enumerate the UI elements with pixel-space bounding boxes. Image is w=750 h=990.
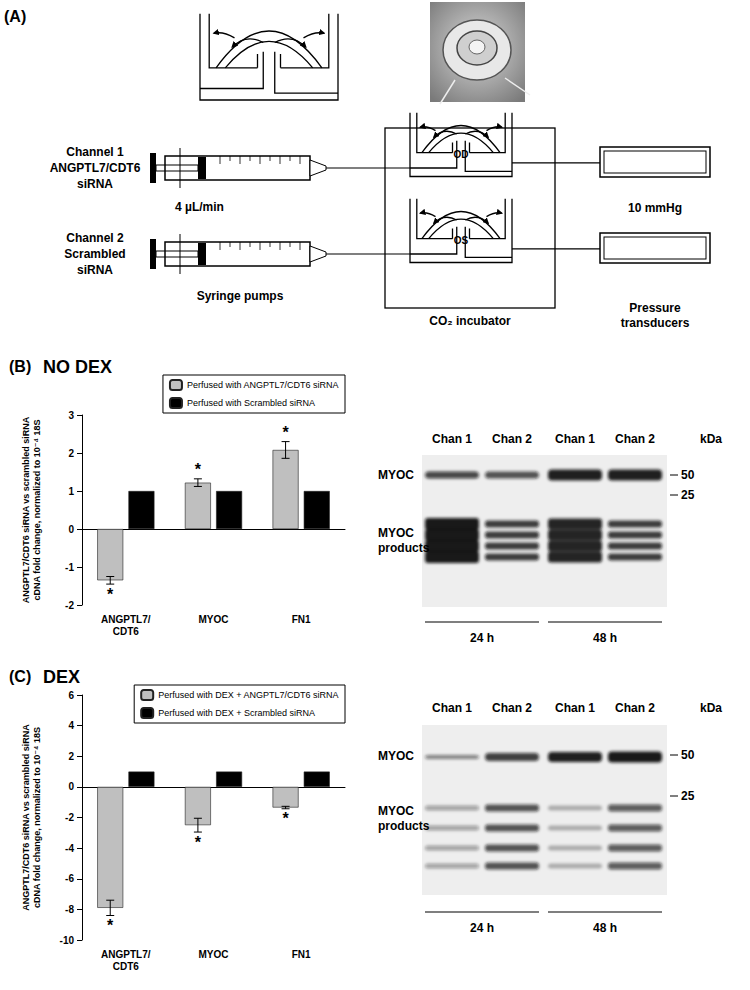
svg-text:*: *	[282, 810, 289, 827]
svg-text:MYOC: MYOC	[378, 749, 414, 763]
svg-text:24 h: 24 h	[470, 921, 494, 935]
svg-text:-2: -2	[65, 600, 74, 611]
svg-text:Perfused with Scrambled siRNA: Perfused with Scrambled siRNA	[187, 398, 315, 408]
svg-text:*: *	[195, 834, 202, 851]
svg-text:10 mmHg: 10 mmHg	[628, 201, 682, 215]
svg-text:kDa: kDa	[700, 432, 722, 446]
svg-text:0: 0	[68, 524, 74, 535]
svg-text:transducers: transducers	[621, 316, 690, 330]
svg-text:25: 25	[681, 488, 695, 502]
svg-text:Chan 1: Chan 1	[555, 701, 595, 715]
svg-text:48 h: 48 h	[593, 921, 617, 935]
svg-text:CDT6: CDT6	[113, 626, 140, 637]
svg-text:(B): (B)	[9, 358, 31, 375]
svg-text:Pressure: Pressure	[629, 301, 681, 315]
svg-text:CO₂ incubator: CO₂ incubator	[429, 314, 511, 328]
svg-text:Perfused with DEX + ANGPTL7/CD: Perfused with DEX + ANGPTL7/CDT6 siRNA	[158, 690, 338, 700]
svg-text:2: 2	[68, 751, 74, 762]
svg-text:ANGPTL7/CDT6: ANGPTL7/CDT6	[50, 161, 141, 175]
svg-text:Chan 1: Chan 1	[555, 432, 595, 446]
svg-text:Syringe pumps: Syringe pumps	[197, 289, 284, 303]
svg-text:cDNA fold change, normalized t: cDNA fold change, normalized to 10⁻⁴ 18S	[32, 420, 42, 601]
svg-text:ANGPTL7/: ANGPTL7/	[101, 949, 151, 960]
svg-text:MYOC: MYOC	[199, 949, 229, 960]
svg-text:48 h: 48 h	[593, 631, 617, 645]
svg-text:Chan 2: Chan 2	[615, 432, 655, 446]
svg-text:1: 1	[68, 486, 74, 497]
svg-text:2: 2	[68, 448, 74, 459]
svg-text:4 µL/min: 4 µL/min	[175, 200, 224, 214]
svg-text:0: 0	[68, 781, 74, 792]
svg-text:Scrambled: Scrambled	[64, 247, 125, 261]
svg-text:*: *	[107, 586, 114, 603]
svg-text:Chan 2: Chan 2	[492, 432, 532, 446]
svg-text:-10: -10	[60, 935, 75, 946]
svg-text:OD: OD	[454, 149, 469, 160]
svg-text:CDT6: CDT6	[113, 961, 140, 972]
svg-text:Chan 1: Chan 1	[432, 701, 472, 715]
svg-text:kDa: kDa	[700, 701, 722, 715]
svg-text:*: *	[107, 917, 114, 934]
svg-text:Channel 1: Channel 1	[66, 145, 124, 159]
svg-text:-6: -6	[65, 873, 74, 884]
svg-text:(C): (C)	[9, 668, 31, 685]
svg-text:Chan 2: Chan 2	[615, 701, 655, 715]
svg-text:6: 6	[68, 690, 74, 701]
svg-text:24 h: 24 h	[470, 631, 494, 645]
svg-text:50: 50	[681, 468, 695, 482]
svg-text:cDNA fold change, normalized t: cDNA fold change, normalized to 10⁻⁴ 18S	[32, 727, 42, 908]
svg-text:-4: -4	[65, 843, 74, 854]
svg-text:NO DEX: NO DEX	[43, 357, 112, 377]
svg-text:FN1: FN1	[292, 949, 311, 960]
svg-text:MYOC: MYOC	[378, 526, 414, 540]
svg-text:products: products	[378, 819, 430, 833]
svg-text:Perfused with ANGPTL7/CDT6 siR: Perfused with ANGPTL7/CDT6 siRNA	[187, 380, 339, 390]
svg-text:ANGPTL7/: ANGPTL7/	[101, 614, 151, 625]
svg-text:siRNA: siRNA	[77, 177, 113, 191]
svg-text:-8: -8	[65, 904, 74, 915]
svg-text:DEX: DEX	[43, 667, 80, 687]
svg-text:(A): (A)	[4, 8, 26, 25]
svg-text:ANGPTL7/CDT6 siRNA vs scramble: ANGPTL7/CDT6 siRNA vs scrambled siRNA	[21, 724, 31, 911]
svg-text:MYOC: MYOC	[378, 804, 414, 818]
svg-text:25: 25	[681, 789, 695, 803]
svg-text:Perfused with DEX + Scrambled: Perfused with DEX + Scrambled siRNA	[158, 708, 315, 718]
svg-text:products: products	[378, 541, 430, 555]
svg-text:MYOC: MYOC	[199, 614, 229, 625]
svg-text:Channel 2: Channel 2	[66, 231, 124, 245]
svg-text:-2: -2	[65, 812, 74, 823]
svg-text:-1: -1	[65, 562, 74, 573]
svg-text:*: *	[195, 461, 202, 478]
svg-text:3: 3	[68, 410, 74, 421]
svg-text:OS: OS	[454, 235, 469, 246]
svg-text:MYOC: MYOC	[378, 468, 414, 482]
svg-text:Chan 1: Chan 1	[432, 432, 472, 446]
svg-text:Chan 2: Chan 2	[492, 701, 532, 715]
svg-text:siRNA: siRNA	[77, 263, 113, 277]
svg-text:4: 4	[68, 720, 74, 731]
svg-text:FN1: FN1	[292, 614, 311, 625]
svg-text:*: *	[282, 424, 289, 441]
svg-text:50: 50	[681, 748, 695, 762]
svg-text:ANGPTL7/CDT6 siRNA vs scramble: ANGPTL7/CDT6 siRNA vs scrambled siRNA	[21, 416, 31, 603]
